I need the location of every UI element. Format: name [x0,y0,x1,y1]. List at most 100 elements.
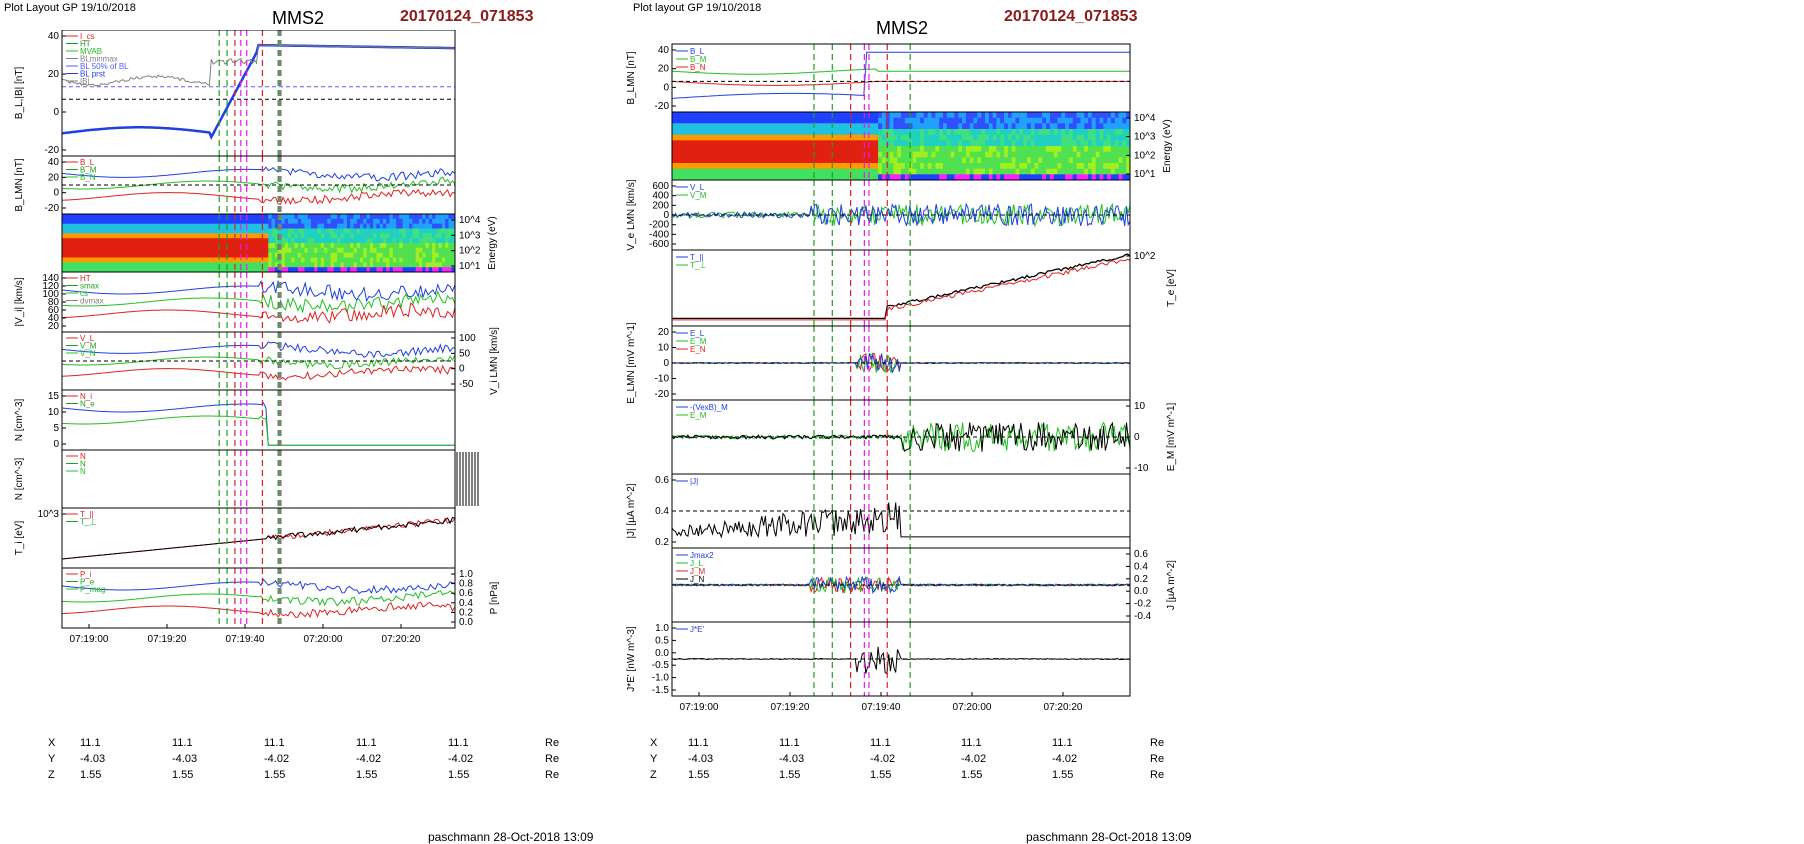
spectrogram-cell [790,168,795,175]
spectrogram-cell [438,218,443,225]
spectrogram-cell [1011,163,1016,170]
spectrogram-cell [759,163,765,170]
spectrogram-cell [706,140,711,147]
spectrogram-cell [369,257,374,263]
spectrogram-cell [797,117,803,124]
spectrogram-cell [817,140,822,147]
spectrogram-cell [1114,168,1119,175]
spectrogram-cell [893,168,898,175]
y-tick-label: -600 [649,239,669,250]
spectrogram-cell [801,117,807,124]
spectrogram-cell [901,174,906,181]
spectrogram-cell [101,257,106,263]
spectrogram-cell [163,233,168,239]
spectrogram-cell [281,238,286,244]
spectrogram-cell [1095,168,1100,175]
spectrogram-cell [346,267,351,273]
spectrogram-cell [419,257,423,263]
spectrogram-cell [717,157,723,164]
spectrogram-cell [794,174,799,181]
spectrogram-cell [209,252,214,258]
spectrogram-cell [160,233,165,239]
spectrogram-cell [261,257,266,263]
spectrogram-cell [687,146,692,153]
spectrogram-cell [893,174,898,181]
spectrogram-cell [88,214,92,220]
spectrogram-cell [874,174,879,181]
spectrogram-cell [117,252,122,258]
spectrogram-cell [679,123,684,130]
spectrogram-cell [805,112,810,119]
legend-label: -(VexB)_M [690,403,728,412]
spectrogram-cell [859,163,864,170]
spectrogram-cell [147,267,151,273]
spectrogram-cell [698,174,703,181]
spectrogram-cell [409,267,413,273]
spectrogram-cell [448,214,453,220]
spectrogram-cell [981,157,986,164]
spectrogram-cell [1061,168,1066,175]
spectrogram-cell [363,247,368,254]
spectrogram-cell [881,168,887,175]
spectrogram-cell [946,151,952,158]
spectrogram-cell [973,163,978,170]
spectrogram-cell [225,247,230,254]
spectrogram-cell [889,168,894,175]
spectrogram-cell [209,228,214,234]
spectrogram-cell [683,129,688,136]
spectrogram-cell [143,262,148,268]
spectrogram-cell [356,257,361,263]
y-tick-label: 1.0 [459,569,473,580]
spectrogram-cell [1057,174,1062,181]
spectrogram-cell [435,262,440,268]
spectrogram-cell [710,163,715,170]
legend-label: P_mag [80,585,105,594]
spectrogram-cell [687,112,692,119]
spectrogram-cell [248,223,253,229]
spectrogram-cell [736,117,742,124]
spectrogram-cell [432,262,436,268]
spectrogram-cell [847,112,852,119]
spectrogram-cell [163,257,168,263]
spectrogram-cell [183,238,187,244]
spectrogram-cell [744,129,749,136]
spectrogram-cell [62,218,66,225]
spectrogram-cell [274,247,279,254]
spectrogram-cell [809,129,814,136]
spectrogram-cell [813,123,818,130]
spectrogram-cell [350,252,354,258]
spectrogram-cell [330,243,335,249]
spectrogram-cell [973,168,978,175]
spectrogram-cell [763,151,768,158]
spectrogram-cell [428,233,433,239]
spectrogram-cell [291,238,296,244]
spectrogram-cell [710,123,715,130]
spectrogram-cell [62,238,66,244]
spectrogram-cell [904,123,910,130]
spectrogram-cell [353,252,358,258]
spectrogram-cell [304,214,309,220]
spectrogram-cell [733,163,738,170]
spectrogram-cell [870,174,875,181]
spectrogram-cell [324,262,328,268]
spectrogram-cell [170,214,174,220]
spectrogram-cell [1065,123,1070,130]
spectrogram-cell [409,238,413,244]
spectrogram-cell [771,140,776,147]
x-tick-label: 07:19:40 [862,702,901,713]
coord-value: -4.02 [448,753,474,765]
spectrogram-cell [1023,123,1028,130]
spectrogram-cell [717,123,723,130]
spectrogram-cell [248,252,253,258]
spectrogram-cell [817,117,822,124]
spectrogram-cell [897,163,902,170]
spectrogram-cell [183,228,187,234]
spectrogram-cell [832,129,837,136]
spectrogram-cell [317,267,322,273]
spectrogram-cell [428,223,433,229]
spectrogram-cell [927,123,932,130]
spectrogram-cell [255,228,259,234]
spectrogram-cell [422,257,427,263]
spectrogram-cell [687,134,692,141]
spectrogram-cell [740,157,745,164]
